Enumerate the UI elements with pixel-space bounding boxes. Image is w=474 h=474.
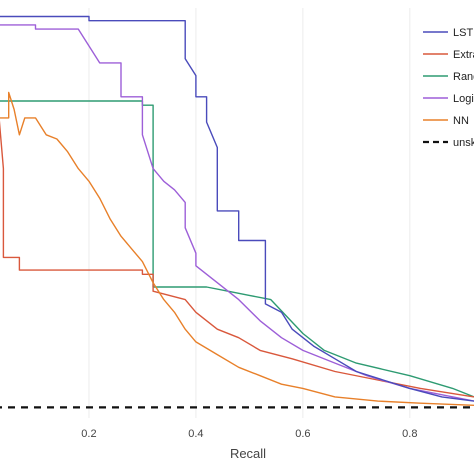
series-layer	[0, 15, 474, 409]
legend-label[interactable]: NN	[453, 115, 469, 127]
x-axis-title: Recall	[230, 446, 266, 461]
x-tick-label: 0.4	[188, 428, 203, 440]
x-tick-label: 0.6	[295, 428, 310, 440]
legend-background	[414, 18, 474, 156]
series-line-nn	[0, 91, 474, 406]
series-line-lstm	[0, 15, 474, 402]
grid-layer	[88, 8, 411, 418]
legend-label[interactable]: Logistic Regression	[453, 93, 474, 105]
legend-label[interactable]: unskilled	[453, 137, 474, 149]
legend-label[interactable]: LSTM	[453, 27, 474, 39]
legend-label[interactable]: Random Forest	[453, 71, 474, 83]
x-tick-labels: 0.2 0.4 0.6 0.8	[81, 428, 417, 440]
series-line-random-forest	[0, 100, 474, 398]
legend: LSTM Extra Trees Random Forest Logistic Reg…	[414, 18, 474, 156]
series-line-extra-trees	[0, 120, 474, 398]
series-line-logistic-regression	[0, 24, 474, 402]
x-tick-label: 0.8	[402, 428, 417, 440]
legend-label[interactable]: Extra Trees	[453, 49, 474, 61]
x-tick-label: 0.2	[81, 428, 96, 440]
